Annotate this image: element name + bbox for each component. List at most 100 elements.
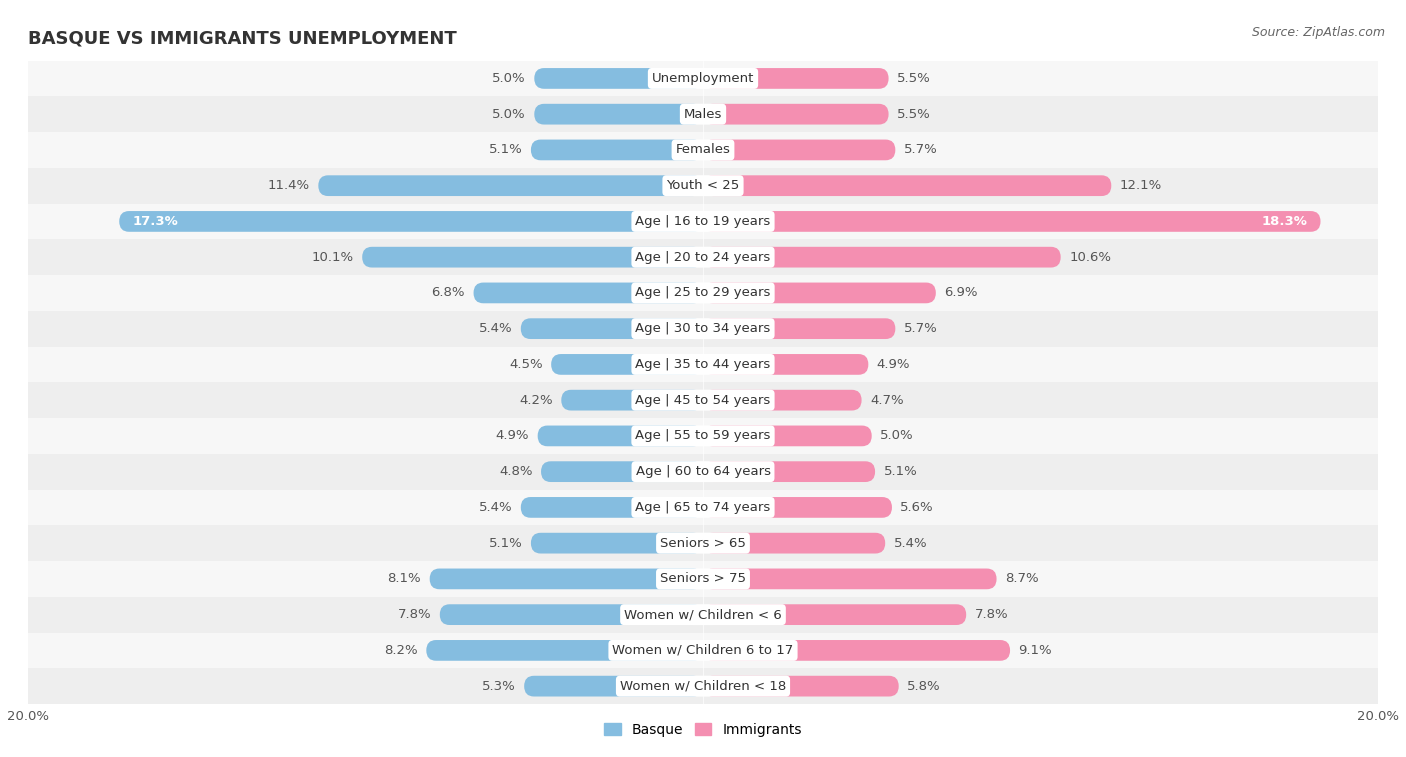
FancyBboxPatch shape — [703, 640, 1010, 661]
FancyBboxPatch shape — [534, 68, 703, 89]
Text: 9.1%: 9.1% — [1018, 644, 1052, 657]
FancyBboxPatch shape — [531, 533, 703, 553]
FancyBboxPatch shape — [524, 676, 703, 696]
Text: 5.4%: 5.4% — [478, 501, 512, 514]
FancyBboxPatch shape — [474, 282, 703, 304]
Text: Age | 65 to 74 years: Age | 65 to 74 years — [636, 501, 770, 514]
Text: Age | 55 to 59 years: Age | 55 to 59 years — [636, 429, 770, 442]
Text: Women w/ Children < 18: Women w/ Children < 18 — [620, 680, 786, 693]
Text: 6.8%: 6.8% — [432, 286, 465, 300]
FancyBboxPatch shape — [120, 211, 703, 232]
Bar — [28, 633, 1378, 668]
Text: 5.8%: 5.8% — [907, 680, 941, 693]
Text: Age | 30 to 34 years: Age | 30 to 34 years — [636, 322, 770, 335]
FancyBboxPatch shape — [430, 569, 703, 589]
Text: Males: Males — [683, 107, 723, 120]
Text: Age | 35 to 44 years: Age | 35 to 44 years — [636, 358, 770, 371]
Bar — [28, 561, 1378, 597]
FancyBboxPatch shape — [541, 461, 703, 482]
FancyBboxPatch shape — [363, 247, 703, 267]
FancyBboxPatch shape — [703, 390, 862, 410]
Text: 4.9%: 4.9% — [496, 429, 529, 442]
Text: 4.2%: 4.2% — [519, 394, 553, 407]
FancyBboxPatch shape — [520, 318, 703, 339]
Text: 5.5%: 5.5% — [897, 107, 931, 120]
Text: Youth < 25: Youth < 25 — [666, 179, 740, 192]
Text: 5.1%: 5.1% — [883, 465, 917, 478]
Text: 4.9%: 4.9% — [877, 358, 910, 371]
Bar — [28, 453, 1378, 490]
Text: 8.2%: 8.2% — [384, 644, 418, 657]
Bar — [28, 239, 1378, 275]
Bar — [28, 132, 1378, 168]
Bar — [28, 168, 1378, 204]
FancyBboxPatch shape — [703, 354, 869, 375]
FancyBboxPatch shape — [537, 425, 703, 447]
Text: 12.1%: 12.1% — [1119, 179, 1161, 192]
Bar — [28, 347, 1378, 382]
FancyBboxPatch shape — [551, 354, 703, 375]
Text: 5.0%: 5.0% — [880, 429, 914, 442]
FancyBboxPatch shape — [703, 282, 936, 304]
FancyBboxPatch shape — [703, 318, 896, 339]
Text: Age | 45 to 54 years: Age | 45 to 54 years — [636, 394, 770, 407]
Bar — [28, 418, 1378, 453]
Text: Women w/ Children < 6: Women w/ Children < 6 — [624, 608, 782, 621]
Bar — [28, 311, 1378, 347]
Text: 5.1%: 5.1% — [489, 143, 523, 157]
FancyBboxPatch shape — [561, 390, 703, 410]
Bar — [28, 668, 1378, 704]
FancyBboxPatch shape — [703, 211, 1320, 232]
FancyBboxPatch shape — [426, 640, 703, 661]
FancyBboxPatch shape — [703, 497, 891, 518]
Bar — [28, 597, 1378, 633]
FancyBboxPatch shape — [531, 139, 703, 160]
FancyBboxPatch shape — [318, 176, 703, 196]
FancyBboxPatch shape — [703, 569, 997, 589]
Bar — [28, 61, 1378, 96]
Text: 4.8%: 4.8% — [499, 465, 533, 478]
Text: 5.5%: 5.5% — [897, 72, 931, 85]
Text: 5.4%: 5.4% — [894, 537, 928, 550]
FancyBboxPatch shape — [703, 139, 896, 160]
FancyBboxPatch shape — [703, 68, 889, 89]
Text: 6.9%: 6.9% — [945, 286, 977, 300]
Bar — [28, 490, 1378, 525]
Text: 8.7%: 8.7% — [1005, 572, 1039, 585]
Text: 10.6%: 10.6% — [1069, 251, 1111, 263]
FancyBboxPatch shape — [703, 247, 1060, 267]
Text: 7.8%: 7.8% — [974, 608, 1008, 621]
FancyBboxPatch shape — [703, 461, 875, 482]
Text: 11.4%: 11.4% — [267, 179, 309, 192]
Text: 7.8%: 7.8% — [398, 608, 432, 621]
Text: Unemployment: Unemployment — [652, 72, 754, 85]
FancyBboxPatch shape — [703, 425, 872, 447]
Text: Age | 16 to 19 years: Age | 16 to 19 years — [636, 215, 770, 228]
Text: 8.1%: 8.1% — [388, 572, 422, 585]
Text: 5.7%: 5.7% — [904, 143, 938, 157]
Text: Age | 60 to 64 years: Age | 60 to 64 years — [636, 465, 770, 478]
Text: 17.3%: 17.3% — [132, 215, 179, 228]
Text: 5.0%: 5.0% — [492, 72, 526, 85]
Text: Seniors > 65: Seniors > 65 — [659, 537, 747, 550]
FancyBboxPatch shape — [703, 676, 898, 696]
Bar — [28, 275, 1378, 311]
FancyBboxPatch shape — [534, 104, 703, 125]
FancyBboxPatch shape — [703, 104, 889, 125]
Text: 5.6%: 5.6% — [900, 501, 934, 514]
Text: 5.4%: 5.4% — [478, 322, 512, 335]
Text: Seniors > 75: Seniors > 75 — [659, 572, 747, 585]
Text: 18.3%: 18.3% — [1261, 215, 1308, 228]
Text: 5.0%: 5.0% — [492, 107, 526, 120]
Text: Age | 20 to 24 years: Age | 20 to 24 years — [636, 251, 770, 263]
Text: 4.7%: 4.7% — [870, 394, 904, 407]
Bar — [28, 525, 1378, 561]
Bar — [28, 96, 1378, 132]
Text: Women w/ Children 6 to 17: Women w/ Children 6 to 17 — [613, 644, 793, 657]
Text: 5.7%: 5.7% — [904, 322, 938, 335]
Text: Source: ZipAtlas.com: Source: ZipAtlas.com — [1251, 26, 1385, 39]
Text: BASQUE VS IMMIGRANTS UNEMPLOYMENT: BASQUE VS IMMIGRANTS UNEMPLOYMENT — [28, 30, 457, 48]
FancyBboxPatch shape — [520, 497, 703, 518]
Text: Age | 25 to 29 years: Age | 25 to 29 years — [636, 286, 770, 300]
Text: Females: Females — [675, 143, 731, 157]
